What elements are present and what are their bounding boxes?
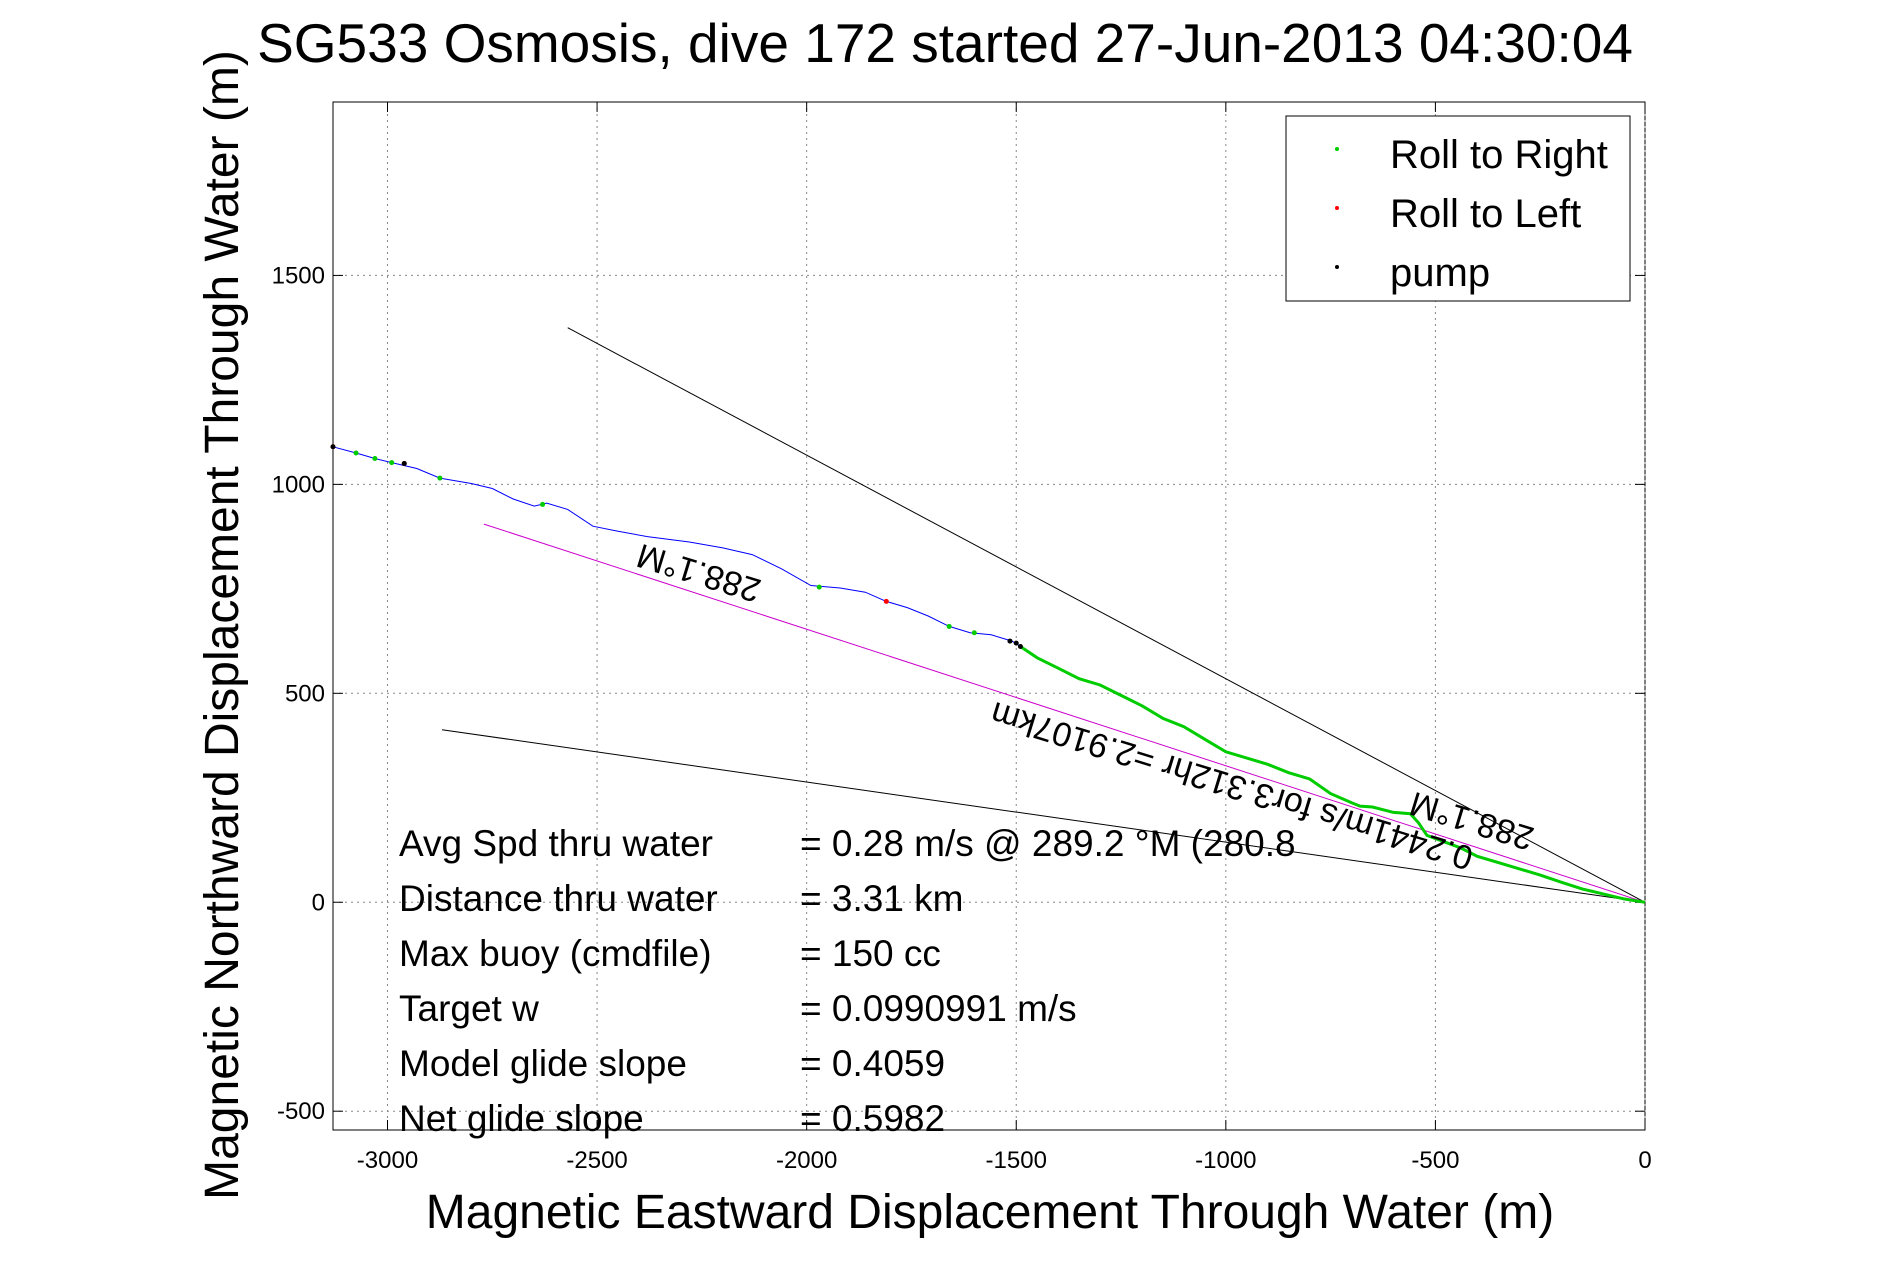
stat-value: = 0.28 m/s @ 289.2 °M (280.8 bbox=[800, 823, 1296, 864]
y-axis-label: Magnetic Northward Displacement Through … bbox=[196, 50, 249, 1200]
x-tick-label: -2500 bbox=[566, 1147, 627, 1174]
y-tick-label: 0 bbox=[312, 889, 325, 916]
roll-right-point bbox=[971, 630, 977, 636]
y-tick-label: 500 bbox=[285, 680, 325, 707]
stat-label: Net glide slope bbox=[399, 1098, 644, 1139]
legend-label-roll-right: Roll to Right bbox=[1390, 133, 1608, 177]
stat-value: = 0.4059 bbox=[800, 1043, 945, 1084]
pump-point bbox=[1013, 640, 1019, 646]
legend-box bbox=[1285, 115, 1631, 302]
roll-right-point bbox=[540, 501, 546, 507]
stat-value: = 0.0990991 m/s bbox=[800, 988, 1077, 1029]
data-markers bbox=[330, 444, 1023, 650]
stat-label: Avg Spd thru water bbox=[399, 823, 713, 864]
stat-label: Max buoy (cmdfile) bbox=[399, 933, 712, 974]
x-tick-label: -3000 bbox=[357, 1147, 418, 1174]
stat-label: Distance thru water bbox=[399, 878, 718, 919]
roll-right-point bbox=[372, 455, 378, 461]
envelope-line-lower bbox=[441, 729, 1646, 903]
x-tick-label: -500 bbox=[1411, 1147, 1459, 1174]
pump-point bbox=[330, 444, 336, 450]
stat-value: = 3.31 km bbox=[800, 878, 964, 919]
roll-right-point bbox=[946, 623, 952, 629]
pump-point bbox=[401, 460, 407, 466]
stat-value: = 150 cc bbox=[800, 933, 941, 974]
legend-marker-roll-left bbox=[1335, 206, 1339, 210]
roll-right-point bbox=[389, 460, 395, 466]
x-tick-label: -2000 bbox=[776, 1147, 837, 1174]
chart-title: SG533 Osmosis, dive 172 started 27-Jun-2… bbox=[257, 12, 1633, 74]
axis-ticks: -3000 -2500 -2000 -1500 -1000 -500 0 -500 0 500 10… bbox=[272, 102, 1652, 1174]
stat-label: Model glide slope bbox=[399, 1043, 687, 1084]
y-tick-label: 1500 bbox=[272, 262, 325, 289]
legend-marker-pump bbox=[1335, 265, 1339, 269]
x-axis-label: Magnetic Eastward Displacement Through W… bbox=[426, 1186, 1554, 1239]
legend: Roll to Right Roll to Left pump bbox=[1285, 115, 1631, 302]
roll-right-point bbox=[816, 584, 822, 590]
pump-point bbox=[1007, 638, 1013, 644]
y-tick-label: -500 bbox=[277, 1098, 325, 1125]
roll-left-point bbox=[883, 598, 889, 604]
envelope-line-upper bbox=[567, 327, 1646, 903]
x-tick-label: 0 bbox=[1638, 1147, 1651, 1174]
data-lines bbox=[332, 327, 1646, 904]
legend-marker-roll-right bbox=[1335, 147, 1339, 151]
course-line bbox=[483, 523, 1646, 903]
legend-label-pump: pump bbox=[1390, 251, 1490, 295]
stat-value: = 0.5982 bbox=[800, 1098, 945, 1139]
stat-label: Target w bbox=[399, 988, 539, 1029]
roll-right-track bbox=[1019, 645, 1646, 904]
pump-point bbox=[1017, 644, 1023, 650]
glider-track bbox=[332, 446, 1021, 647]
roll-right-point bbox=[353, 450, 359, 456]
y-tick-label: 1000 bbox=[272, 471, 325, 498]
stats-block: Avg Spd thru water = 0.28 m/s @ 289.2 °M… bbox=[399, 823, 1296, 1139]
roll-right-point bbox=[437, 475, 443, 481]
legend-label-roll-left: Roll to Left bbox=[1390, 192, 1581, 236]
x-tick-label: -1000 bbox=[1195, 1147, 1256, 1174]
x-tick-label: -1500 bbox=[986, 1147, 1047, 1174]
